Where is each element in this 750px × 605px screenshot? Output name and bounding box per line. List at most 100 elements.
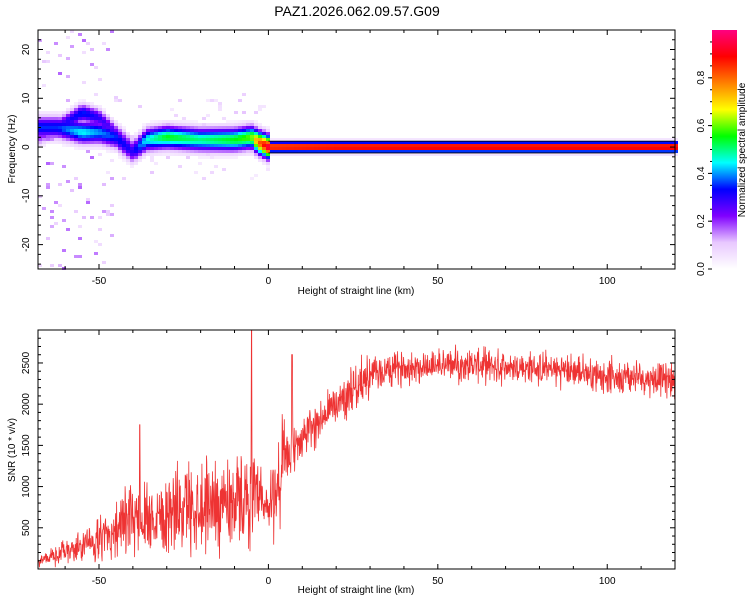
heatmap-cell: [514, 141, 518, 144]
heatmap-cell: [182, 144, 186, 147]
heatmap-cell: [254, 144, 258, 147]
heatmap-cell: [138, 156, 142, 159]
heatmap-cell: [266, 168, 270, 171]
spectrogram-xlabel: Height of straight line (km): [298, 286, 415, 297]
heatmap-cell: [106, 150, 110, 153]
heatmap-cell: [658, 150, 662, 153]
heatmap-cell: [466, 150, 470, 153]
heatmap-cell: [298, 141, 302, 144]
heatmap-cell: [266, 126, 270, 129]
heatmap-cell: [58, 111, 62, 114]
heatmap-cell: [158, 126, 162, 129]
heatmap-cell: [642, 141, 646, 144]
heatmap-cell: [526, 150, 530, 153]
heatmap-cell: [150, 135, 154, 138]
heatmap-cell: [114, 150, 118, 153]
heatmap-cell: [222, 150, 226, 153]
heatmap-cell: [86, 201, 90, 204]
heatmap-cell: [38, 135, 42, 138]
heatmap-cell: [286, 141, 290, 144]
heatmap-cell: [374, 147, 378, 150]
heatmap-cell: [590, 141, 594, 144]
heatmap-cell: [58, 135, 62, 138]
heatmap-cell: [230, 147, 234, 150]
heatmap-cell: [254, 141, 258, 144]
heatmap-cell: [50, 120, 54, 123]
heatmap-cell: [186, 138, 190, 141]
heatmap-cell: [82, 129, 86, 132]
heatmap-cell: [90, 120, 94, 123]
heatmap-cell: [382, 138, 386, 141]
heatmap-cell: [206, 129, 210, 132]
heatmap-cell: [226, 141, 230, 144]
heatmap-cell: [418, 147, 422, 150]
heatmap-cell: [598, 150, 602, 153]
heatmap-cell: [102, 123, 106, 126]
heatmap-cell: [62, 129, 66, 132]
heatmap-cell: [234, 138, 238, 141]
heatmap-cell: [74, 138, 78, 141]
heatmap-cell: [230, 153, 234, 156]
heatmap-cell: [670, 138, 674, 141]
heatmap-cell: [298, 150, 302, 153]
heatmap-cell: [294, 147, 298, 150]
heatmap-cell: [62, 141, 66, 144]
heatmap-cell: [78, 33, 82, 36]
heatmap-cell: [430, 147, 434, 150]
heatmap-cell: [634, 150, 638, 153]
heatmap-cell: [586, 141, 590, 144]
heatmap-cell: [514, 147, 518, 150]
heatmap-cell: [570, 150, 574, 153]
heatmap-cell: [150, 147, 154, 150]
heatmap-cell: [118, 156, 122, 159]
heatmap-cell: [58, 264, 62, 267]
heatmap-cell: [238, 99, 242, 102]
heatmap-cell: [442, 153, 446, 156]
heatmap-cell: [466, 141, 470, 144]
heatmap-cell: [234, 132, 238, 135]
heatmap-cell: [470, 150, 474, 153]
heatmap-cell: [154, 150, 158, 153]
heatmap-cell: [518, 153, 522, 156]
heatmap-cell: [558, 153, 562, 156]
heatmap-cell: [198, 132, 202, 135]
heatmap-cell: [582, 141, 586, 144]
heatmap-cell: [206, 114, 210, 117]
heatmap-cell: [166, 126, 170, 129]
heatmap-cell: [638, 147, 642, 150]
heatmap-cell: [654, 138, 658, 141]
heatmap-cell: [146, 141, 150, 144]
heatmap-cell: [66, 120, 70, 123]
heatmap-cell: [214, 132, 218, 135]
heatmap-cell: [110, 204, 114, 207]
heatmap-cell: [82, 126, 86, 129]
colorbar-ticks: 0.00.20.40.60.8: [696, 41, 712, 276]
heatmap-cell: [166, 147, 170, 150]
heatmap-cell: [214, 165, 218, 168]
heatmap-cell: [642, 147, 646, 150]
heatmap-cell: [62, 123, 66, 126]
y-tick-label: 2000: [21, 393, 32, 416]
heatmap-cell: [646, 141, 650, 144]
heatmap-cell: [498, 150, 502, 153]
heatmap-cell: [458, 141, 462, 144]
heatmap-cell: [530, 141, 534, 144]
heatmap-cell: [354, 147, 358, 150]
heatmap-cell: [62, 249, 66, 252]
heatmap-cell: [50, 126, 54, 129]
heatmap-cell: [574, 144, 578, 147]
heatmap-cell: [250, 147, 254, 150]
heatmap-cell: [66, 123, 70, 126]
heatmap-cell: [142, 147, 146, 150]
heatmap-cell: [82, 135, 86, 138]
heatmap-cell: [266, 150, 270, 153]
heatmap-cell: [94, 147, 98, 150]
heatmap-cell: [210, 150, 214, 153]
heatmap-cell: [118, 99, 122, 102]
heatmap-cell: [498, 141, 502, 144]
heatmap-cell: [362, 144, 366, 147]
colorbar-tick-label: 0.6: [696, 118, 707, 132]
heatmap-cell: [262, 156, 266, 159]
heatmap-cell: [586, 153, 590, 156]
heatmap-cell: [358, 144, 362, 147]
